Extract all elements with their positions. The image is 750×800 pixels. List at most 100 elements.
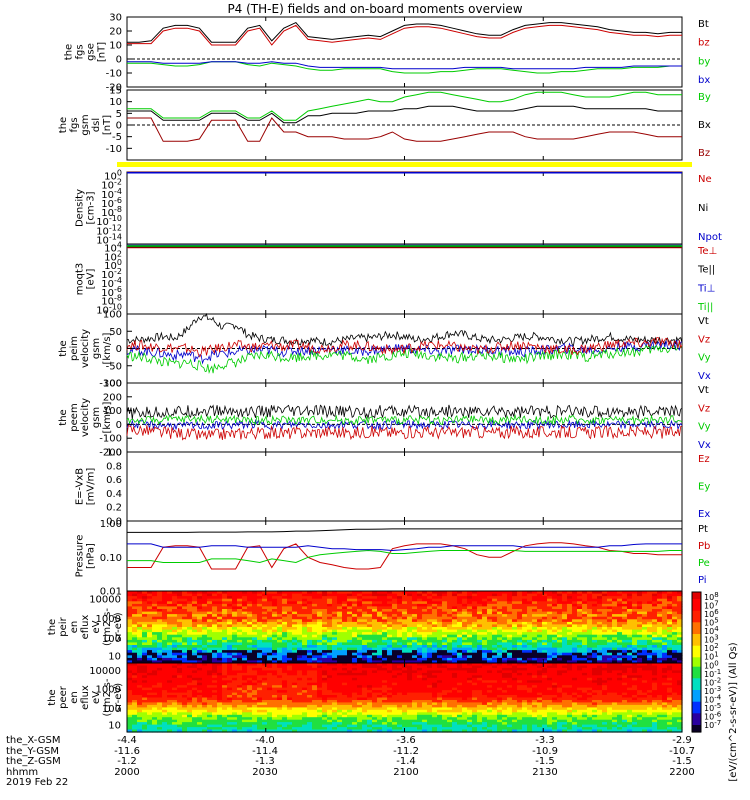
- spectrogram-cell: [432, 639, 438, 644]
- spectrogram-cell: [217, 685, 223, 689]
- spectrogram-cell: [592, 627, 598, 631]
- spectrogram-cell: [257, 700, 263, 704]
- spectrogram-cell: [222, 639, 228, 644]
- spectrogram-cell: [412, 709, 418, 713]
- spectrogram-cell: [337, 645, 343, 649]
- spectrogram-cell: [332, 652, 338, 656]
- spectrogram-cell: [377, 724, 383, 728]
- spectrogram-cell: [197, 639, 203, 644]
- spectrogram-cell: [182, 642, 188, 646]
- spectrogram-cell: [477, 598, 483, 602]
- spectrogram-cell: [247, 665, 253, 669]
- spectrogram-cell: [237, 606, 243, 610]
- spectrogram-cell: [622, 645, 628, 649]
- spectrogram-cell: [142, 692, 148, 696]
- panel-frame-pressure: [126, 520, 683, 592]
- spectrogram-cell: [477, 660, 483, 664]
- y-tick-label: 0.0: [106, 517, 122, 528]
- spectrogram-cell: [532, 593, 538, 597]
- spectrogram-cell: [667, 629, 673, 633]
- spectrogram-cell: [172, 598, 178, 602]
- spectrogram-cell: [167, 639, 173, 644]
- spectrogram-cell: [377, 634, 383, 638]
- spectrogram-cell: [357, 629, 363, 633]
- spectrogram-cell: [412, 702, 418, 706]
- spectrogram-cell: [457, 642, 463, 646]
- spectrogram-cell: [167, 702, 173, 706]
- spectrogram-cell: [382, 702, 388, 706]
- spectrogram-cell: [162, 729, 168, 733]
- spectrogram-cell: [322, 598, 328, 602]
- spectrogram-cell: [342, 596, 348, 600]
- spectrogram-cell: [347, 601, 353, 605]
- spectrogram-cell: [507, 609, 513, 613]
- spectrogram-cell: [282, 697, 288, 701]
- spectrogram-cell: [532, 591, 538, 595]
- spectrogram-cell: [467, 655, 473, 659]
- spectrogram-cell: [372, 655, 378, 659]
- spectrogram-cell: [522, 601, 528, 605]
- spectrogram-cell: [392, 593, 398, 597]
- spectrogram-cell: [247, 700, 253, 704]
- spectrogram-cell: [307, 624, 313, 628]
- spectrogram-cell: [592, 624, 598, 628]
- spectrogram-cell: [407, 632, 413, 636]
- spectrogram-cell: [177, 717, 183, 721]
- spectrogram-cell: [322, 724, 328, 728]
- spectrogram-cell: [252, 704, 258, 708]
- spectrogram-cell: [307, 611, 313, 615]
- spectrogram-cell: [287, 675, 293, 679]
- spectrogram-cell: [677, 598, 683, 602]
- spectrogram-cell: [222, 685, 228, 689]
- spectrogram-cell: [267, 680, 273, 684]
- spectrogram-cell: [267, 707, 273, 711]
- spectrogram-cell: [197, 606, 203, 610]
- y-axis-label: the: [47, 619, 58, 635]
- y-tick-label: 0.2: [106, 503, 122, 514]
- spectrogram-cell: [452, 634, 458, 638]
- spectrogram-cell: [212, 596, 218, 600]
- spectrogram-cell: [587, 632, 593, 636]
- spectrogram-cell: [312, 729, 318, 733]
- series-Vx: [126, 418, 683, 431]
- spectrogram-cell: [522, 639, 528, 644]
- spectrogram-cell: [137, 695, 143, 699]
- spectrogram-cell: [217, 598, 223, 602]
- spectrogram-cell: [207, 647, 213, 651]
- spectrogram-cell: [147, 652, 153, 656]
- spectrogram-cell: [147, 645, 153, 649]
- spectrogram-cell: [272, 695, 278, 699]
- spectrogram-cell: [662, 596, 668, 600]
- spectrogram-cell: [142, 677, 148, 681]
- spectrogram-cell: [357, 655, 363, 659]
- spectrogram-cell: [277, 680, 283, 684]
- spectrogram-cell: [462, 606, 468, 610]
- spectrogram-cell: [182, 717, 188, 721]
- spectrogram-cell: [382, 624, 388, 628]
- spectrogram-cell: [462, 627, 468, 631]
- spectrogram-cell: [322, 707, 328, 711]
- spectrogram-cell: [587, 627, 593, 631]
- spectrogram-cell: [272, 712, 278, 716]
- spectrogram-cell: [547, 627, 553, 631]
- spectrogram-cell: [392, 598, 398, 602]
- spectrogram-cell: [202, 663, 208, 667]
- spectrogram-cell: [297, 672, 303, 676]
- spectrogram-cell: [277, 670, 283, 674]
- spectrogram-cell: [292, 687, 298, 691]
- spectrogram-cell: [542, 627, 548, 631]
- y-tick-label: -20: [106, 83, 122, 94]
- spectrogram-cell: [322, 704, 328, 708]
- spectrogram-cell: [582, 632, 588, 636]
- spectrogram-cell: [162, 639, 168, 644]
- spectrogram-cell: [557, 621, 563, 626]
- spectrogram-cell: [137, 729, 143, 733]
- spectrogram-cell: [227, 687, 233, 691]
- spectrogram-cell: [322, 632, 328, 636]
- spectrogram-cell: [177, 665, 183, 669]
- spectrogram-cell: [402, 707, 408, 711]
- spectrogram-cell: [137, 700, 143, 704]
- spectrogram-cell: [382, 598, 388, 602]
- spectrogram-cell: [537, 603, 543, 608]
- spectrogram-cell: [407, 606, 413, 610]
